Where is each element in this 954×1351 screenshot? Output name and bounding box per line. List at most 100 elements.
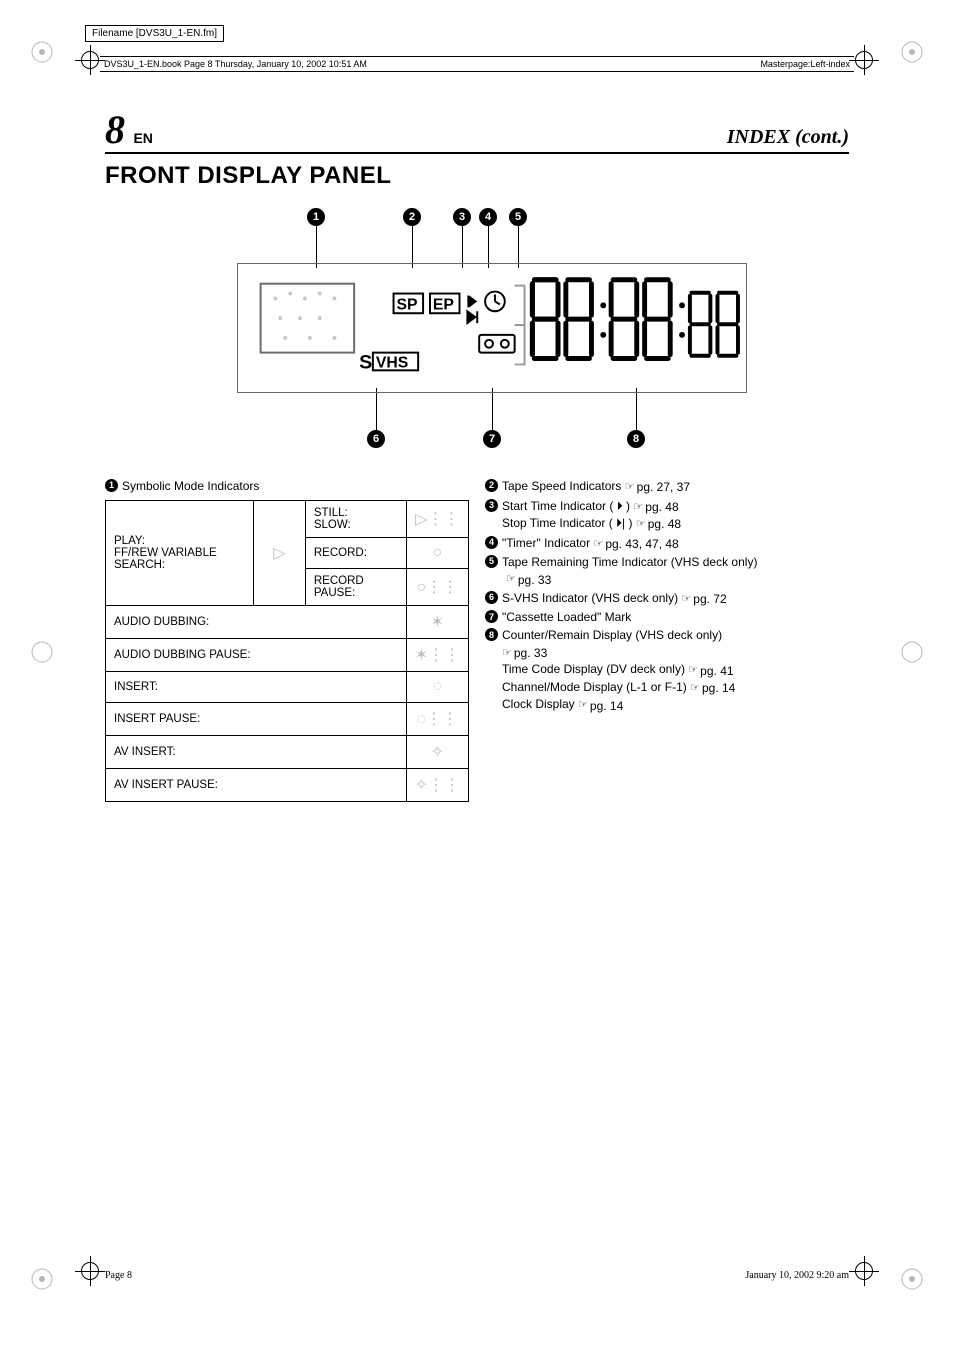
page-number: 8 [105, 107, 125, 152]
page-ref: ☞ pg. 48 [633, 499, 678, 515]
crop-mark-icon [900, 640, 924, 664]
item-text: Counter/Remain Display (VHS deck only) [502, 628, 722, 642]
hand-icon: ☞ [625, 480, 635, 495]
section-title: FRONT DISPLAY PANEL [105, 162, 849, 190]
book-meta-left: DVS3U_1-EN.book Page 8 Thursday, January… [104, 59, 367, 69]
svg-text:SP: SP [396, 296, 417, 313]
indicator-item: 3 Start Time Indicator ( ⏵ ) ☞ pg. 48Stop… [485, 498, 849, 533]
svg-text:S: S [359, 351, 372, 373]
insert-icon: ◌ [433, 678, 443, 695]
bullet-8: 8 [485, 628, 498, 641]
hand-icon: ☞ [688, 663, 698, 678]
crop-mark-icon [30, 40, 54, 64]
callout-3: 3 [453, 208, 471, 226]
audio-dub-icon: ✶ [431, 614, 444, 631]
table-cell: STILL: SLOW: [305, 501, 406, 538]
bullet-4: 4 [485, 536, 498, 549]
book-meta-line: DVS3U_1-EN.book Page 8 Thursday, January… [100, 56, 854, 72]
page-header: 8 EN INDEX (cont.) [105, 110, 849, 154]
leader-line [316, 226, 317, 268]
index-heading: INDEX (cont.) [727, 126, 849, 149]
hand-icon: ☞ [593, 537, 603, 552]
item-text: "Timer" Indicator [502, 536, 590, 550]
item-subtext: Time Code Display (DV deck only) [502, 662, 685, 676]
table-cell: PLAY: FF/REW VARIABLE SEARCH: [106, 501, 254, 606]
page-ref: ☞ pg. 14 [690, 680, 735, 696]
page-ref: ☞ pg. 14 [578, 698, 623, 714]
bullet-5: 5 [485, 555, 498, 568]
hand-icon: ☞ [690, 681, 700, 696]
leader-line [462, 226, 463, 268]
item-text: S-VHS Indicator (VHS deck only) [502, 591, 678, 605]
page-ref: ☞ pg. 43, 47, 48 [593, 536, 678, 552]
symbolic-table: PLAY: FF/REW VARIABLE SEARCH: ▷ STILL: S… [105, 500, 469, 802]
page-footer: Page 8 January 10, 2002 9:20 am [105, 1270, 849, 1281]
page-ref: ☞ pg. 27, 37 [625, 479, 690, 495]
callout-7: 7 [483, 430, 501, 448]
still-icon: ▷⋮⋮ [415, 511, 459, 528]
lang-label: EN [133, 130, 152, 146]
leader-line [636, 388, 637, 430]
leader-line [412, 226, 413, 268]
hand-icon: ☞ [633, 500, 643, 515]
insert-pause-icon: ◌⋮⋮ [417, 711, 459, 728]
play-icon: ▷ [273, 545, 285, 562]
page-ref: ☞ pg. 41 [688, 663, 733, 679]
hand-icon: ☞ [506, 572, 516, 587]
av-insert-pause-icon: ✧⋮⋮ [415, 777, 460, 794]
footer-page: Page 8 [105, 1270, 132, 1281]
crop-mark-icon [900, 1267, 924, 1291]
book-meta-right: Masterpage:Left-index [760, 59, 850, 69]
indicator-item: 5 Tape Remaining Time Indicator (VHS deck… [485, 554, 849, 588]
leader-line [488, 226, 489, 268]
hand-icon: ☞ [578, 698, 588, 713]
filename-box: Filename [DVS3U_1-EN.fm] [85, 25, 224, 42]
display-panel-svg: S VHS SP EP [238, 264, 746, 392]
item-text: Tape Speed Indicators [502, 479, 621, 493]
crop-mark-icon [30, 1267, 54, 1291]
display-panel-figure: 1 2 3 4 5 6 7 8 [207, 208, 747, 448]
callout-1: 1 [307, 208, 325, 226]
item-text: "Cassette Loaded" Mark [502, 610, 631, 624]
table-cell: RECORD PAUSE: [305, 569, 406, 606]
crop-mark-icon [900, 40, 924, 64]
right-column: 2 Tape Speed Indicators ☞ pg. 27, 37 3 Star… [485, 478, 849, 802]
record-pause-icon: ○⋮⋮ [416, 579, 458, 596]
item-subtext: Clock Display [502, 697, 575, 711]
callout-2: 2 [403, 208, 421, 226]
table-cell: AUDIO DUBBING: [106, 606, 407, 639]
page-ref: ☞ pg. 72 [681, 591, 726, 607]
symbolic-heading: Symbolic Mode Indicators [122, 478, 259, 494]
bullet-1: 1 [105, 479, 118, 492]
item-subtext: Stop Time Indicator ( ⏵| ) [502, 516, 633, 530]
indicator-item: 8 Counter/Remain Display (VHS deck only) ☞… [485, 627, 849, 713]
hand-icon: ☞ [502, 646, 512, 661]
bullet-3: 3 [485, 499, 498, 512]
item-text: Tape Remaining Time Indicator (VHS deck … [502, 555, 757, 569]
table-cell: INSERT: [106, 672, 407, 703]
page-ref: ☞ pg. 33 [506, 572, 551, 588]
callout-5: 5 [509, 208, 527, 226]
item-text: Start Time Indicator ( ⏵ ) [502, 499, 630, 513]
record-icon: ○ [432, 544, 442, 561]
bullet-7: 7 [485, 610, 498, 623]
indicator-item: 2 Tape Speed Indicators ☞ pg. 27, 37 [485, 478, 849, 496]
leader-line [376, 388, 377, 430]
page-ref: ☞ pg. 33 [502, 645, 547, 661]
callout-8: 8 [627, 430, 645, 448]
callout-6: 6 [367, 430, 385, 448]
indicator-item: 7 "Cassette Loaded" Mark [485, 609, 849, 625]
table-cell: RECORD: [305, 538, 406, 569]
av-insert-icon: ✧ [431, 744, 444, 761]
leader-line [492, 388, 493, 430]
reg-cross-icon [75, 1256, 105, 1286]
svg-text:EP: EP [433, 296, 454, 313]
bullet-6: 6 [485, 591, 498, 604]
svg-text:VHS: VHS [376, 354, 408, 371]
left-column: 1 Symbolic Mode Indicators PLAY: FF/REW … [105, 478, 469, 802]
footer-date: January 10, 2002 9:20 am [745, 1270, 849, 1281]
table-cell: AV INSERT PAUSE: [106, 769, 407, 802]
bullet-2: 2 [485, 479, 498, 492]
table-cell: AUDIO DUBBING PAUSE: [106, 639, 407, 672]
leader-line [518, 226, 519, 268]
